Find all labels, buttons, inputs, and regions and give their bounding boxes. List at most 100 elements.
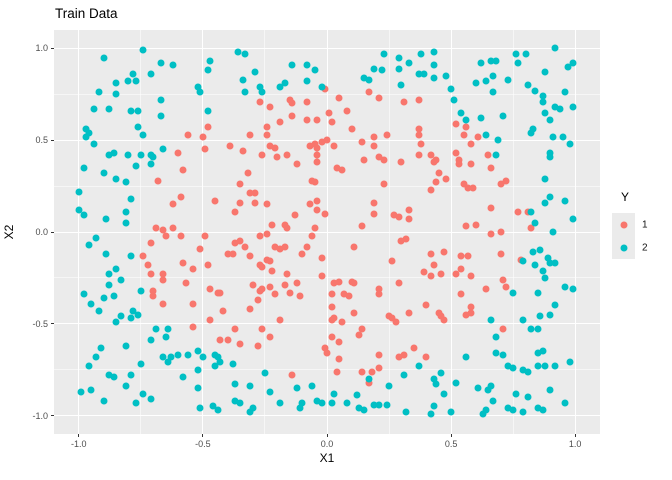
data-point-class-1 <box>276 118 284 126</box>
data-point-class-2 <box>551 259 559 267</box>
data-point-class-1 <box>306 200 314 208</box>
data-point-class-2 <box>82 125 90 133</box>
data-point-class-1 <box>415 131 423 139</box>
data-point-class-1 <box>139 252 147 260</box>
data-point-class-1 <box>288 99 296 107</box>
data-point-class-2 <box>569 59 577 67</box>
data-point-class-1 <box>311 178 319 186</box>
data-point-class-1 <box>380 156 388 164</box>
data-point-class-2 <box>129 307 137 315</box>
data-point-class-1 <box>219 307 227 315</box>
data-point-class-2 <box>110 373 118 381</box>
data-point-class-1 <box>392 318 400 326</box>
data-point-class-2 <box>281 79 289 87</box>
data-point-class-1 <box>149 287 157 295</box>
data-point-class-2 <box>522 50 530 58</box>
data-point-class-2 <box>110 149 118 157</box>
data-point-class-1 <box>189 300 197 308</box>
data-point-class-2 <box>298 399 306 407</box>
data-point-class-2 <box>494 136 502 144</box>
data-point-class-1 <box>330 279 338 287</box>
y-major-gridline <box>54 323 600 325</box>
data-point-class-2 <box>127 107 135 115</box>
data-point-class-1 <box>184 131 192 139</box>
data-point-class-2 <box>447 408 455 416</box>
data-point-class-1 <box>370 133 378 140</box>
data-point-class-2 <box>100 169 108 177</box>
data-point-class-1 <box>514 208 522 216</box>
data-point-class-2 <box>288 61 296 69</box>
data-point-class-1 <box>263 230 271 238</box>
data-point-class-1 <box>460 131 467 139</box>
data-point-class-1 <box>266 103 274 111</box>
data-point-class-2 <box>462 116 470 124</box>
data-point-class-2 <box>97 344 105 352</box>
data-point-class-2 <box>477 59 485 67</box>
data-point-class-2 <box>561 283 569 291</box>
data-point-class-2 <box>534 325 542 333</box>
data-point-class-1 <box>427 186 435 194</box>
data-point-class-2 <box>531 87 539 95</box>
data-point-class-2 <box>147 70 155 78</box>
data-point-class-2 <box>236 399 244 407</box>
data-point-class-2 <box>492 57 500 65</box>
data-point-class-1 <box>296 292 304 300</box>
data-point-class-2 <box>87 300 95 308</box>
data-point-class-1 <box>335 278 343 286</box>
data-point-class-2 <box>509 289 517 297</box>
data-point-class-2 <box>328 399 336 407</box>
data-point-class-1 <box>405 215 413 223</box>
data-point-class-2 <box>487 382 495 390</box>
data-point-class-2 <box>80 211 88 219</box>
legend-key-swatch <box>612 236 635 259</box>
data-point-class-1 <box>159 300 167 308</box>
data-point-class-2 <box>541 362 549 370</box>
data-point-class-1 <box>206 285 214 293</box>
data-point-class-1 <box>328 316 336 324</box>
data-point-class-2 <box>509 406 517 414</box>
data-point-class-2 <box>261 369 269 377</box>
y-tick-mark <box>51 323 54 325</box>
data-point-class-1 <box>298 250 306 258</box>
data-point-class-1 <box>258 285 266 293</box>
data-point-class-1 <box>313 116 321 124</box>
y-tick-label: 0.5 <box>35 135 48 146</box>
data-point-class-1 <box>258 325 266 333</box>
legend-key-swatch <box>612 213 635 236</box>
data-point-class-1 <box>375 94 383 102</box>
data-point-class-2 <box>482 131 490 139</box>
data-point-class-2 <box>92 353 100 361</box>
data-point-class-2 <box>541 199 549 207</box>
data-point-class-2 <box>139 390 147 398</box>
data-point-class-1 <box>335 338 343 346</box>
data-point-class-2 <box>462 353 470 361</box>
data-point-class-2 <box>105 151 113 159</box>
data-point-class-1 <box>350 243 358 251</box>
data-point-class-2 <box>134 123 142 131</box>
y-major-gridline <box>54 415 600 417</box>
data-point-class-2 <box>566 140 574 148</box>
data-point-class-2 <box>415 70 423 78</box>
data-point-class-1 <box>487 164 495 172</box>
data-point-class-2 <box>194 366 202 374</box>
x-tick-label: 0.5 <box>444 439 458 449</box>
data-point-class-1 <box>303 98 311 106</box>
data-point-class-2 <box>514 59 522 67</box>
data-point-class-1 <box>368 368 376 376</box>
data-point-class-2 <box>452 379 460 387</box>
data-point-class-2 <box>427 410 435 418</box>
data-point-class-2 <box>194 83 202 91</box>
data-point-class-2 <box>75 206 83 214</box>
data-point-class-2 <box>569 103 577 111</box>
x-tick-label: 0.0 <box>320 439 334 449</box>
legend-title: Y <box>621 190 630 204</box>
data-point-class-2 <box>482 77 490 85</box>
data-point-class-1 <box>224 336 232 344</box>
data-point-class-1 <box>313 144 321 152</box>
data-point-class-1 <box>286 289 294 297</box>
data-point-class-2 <box>112 79 120 87</box>
data-point-class-1 <box>343 107 351 115</box>
data-point-class-1 <box>375 290 383 298</box>
data-point-class-2 <box>85 362 93 370</box>
data-point-class-1 <box>365 379 373 387</box>
